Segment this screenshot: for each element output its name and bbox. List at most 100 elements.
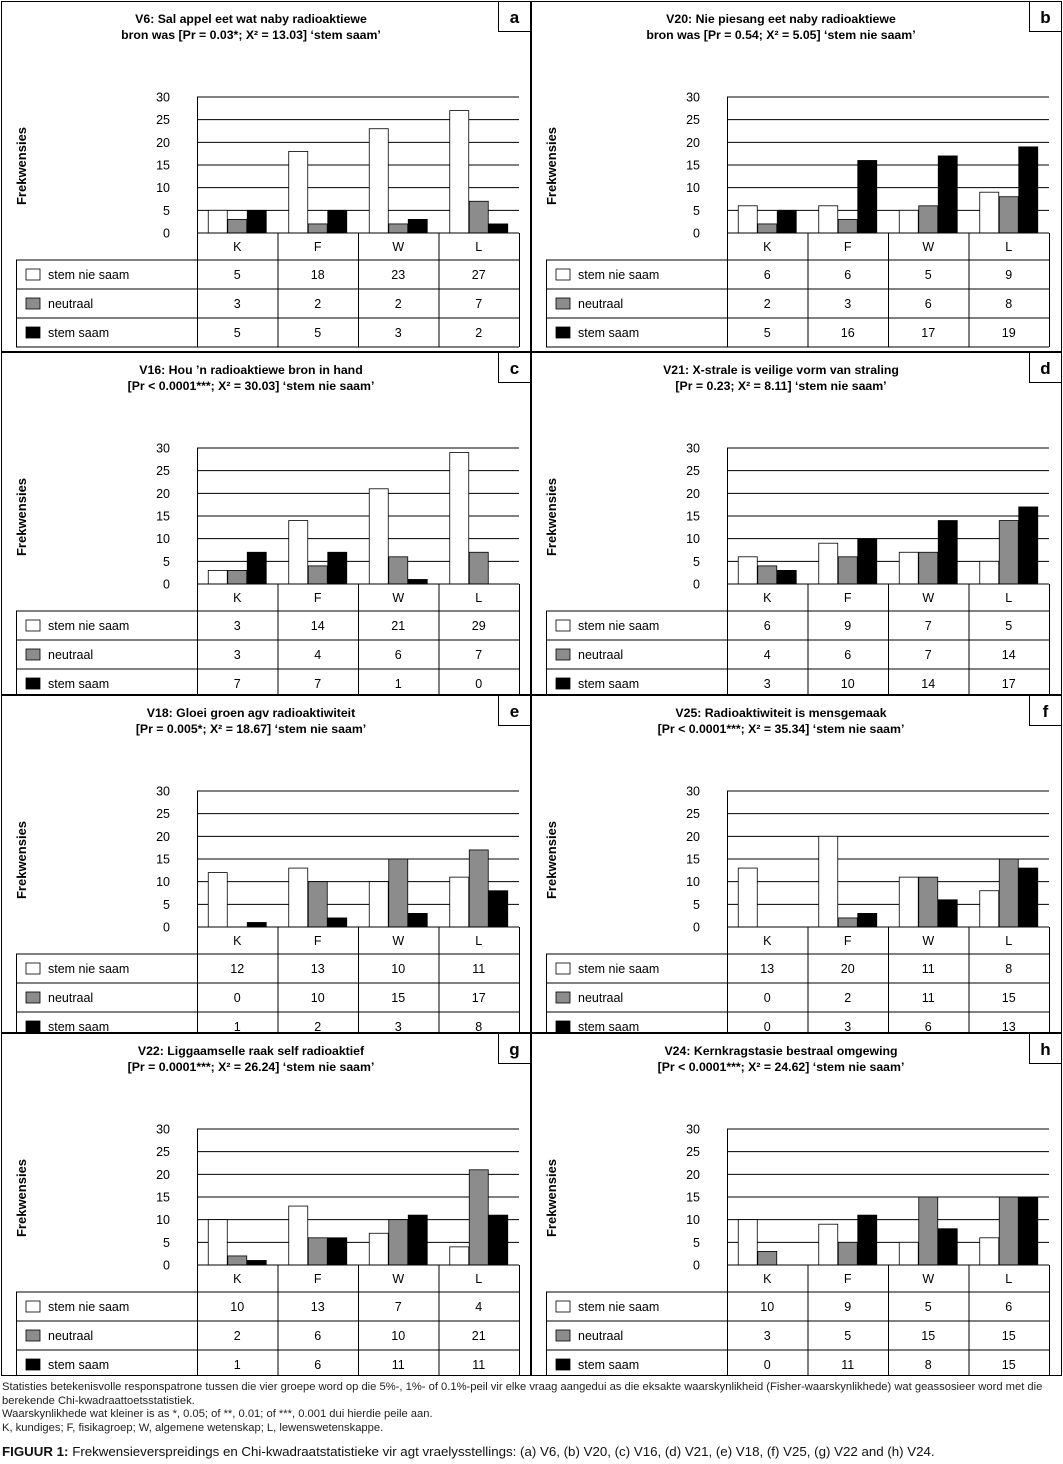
legend-label: stem nie saam <box>48 619 129 633</box>
legend-swatch <box>25 326 41 339</box>
y-tick-label: 0 <box>163 921 170 935</box>
chart-title-line-2: [Pr = 0.23; Χ² = 8.11] ‘stem nie saam’ <box>675 379 886 393</box>
panel-frame <box>531 695 1062 1033</box>
bar-stem-nie-saam-L <box>979 560 1000 585</box>
panel-letter: f <box>1043 702 1049 721</box>
x-tick-label: F <box>844 1272 852 1286</box>
data-label: 4 <box>764 648 771 662</box>
x-tick-label: L <box>475 934 482 948</box>
data-label: 9 <box>844 1300 851 1314</box>
chart-title-line-2: bron was [Pr = 0.03*; Χ² = 13.03] ‘stem … <box>121 28 381 42</box>
bar-stem-saam-L <box>488 1214 509 1266</box>
data-label: 9 <box>844 619 851 633</box>
y-tick-label: 15 <box>686 1191 700 1205</box>
bar-stem-saam-L <box>488 890 509 928</box>
y-axis-label: Frekwensies <box>14 1159 29 1237</box>
y-tick-label: 20 <box>686 487 700 501</box>
y-tick-label: 20 <box>156 136 170 150</box>
bar-neutraal-L <box>468 200 489 234</box>
bar-neutraal-W <box>388 1219 409 1266</box>
data-label: 6 <box>925 1020 932 1034</box>
data-label: 7 <box>475 297 482 311</box>
bar-neutraal-L <box>998 1196 1019 1266</box>
data-label: 6 <box>844 648 851 662</box>
bar-stem-nie-saam-F <box>288 150 309 234</box>
data-label: 11 <box>472 1358 485 1372</box>
x-tick-label: W <box>922 1272 934 1286</box>
legend-swatch <box>555 677 571 690</box>
bar-stem-saam-K <box>246 1260 267 1266</box>
bar-stem-saam-K <box>246 209 267 234</box>
bar-stem-saam-K <box>776 209 797 234</box>
legend-label: stem nie saam <box>48 268 129 282</box>
bar-stem-nie-saam-F <box>818 835 839 928</box>
panel-letter-box <box>498 695 531 726</box>
bar-stem-nie-saam-W <box>368 488 389 585</box>
bar-stem-saam-F <box>327 917 348 928</box>
y-tick-label: 5 <box>163 1236 170 1250</box>
data-label: 12 <box>230 962 244 976</box>
y-axis-label: Frekwensies <box>544 478 559 556</box>
x-tick-label: K <box>233 591 242 605</box>
panel-letter: b <box>1040 8 1050 27</box>
bar-stem-nie-saam-W <box>368 881 389 928</box>
chart-title-line-2: bron was [Pr = 0.54; Χ² = 5.05] ‘stem ni… <box>646 28 915 42</box>
legend-label: stem nie saam <box>578 619 659 633</box>
chart-panel-g: g V22: Liggaamselle raak self radioaktief… <box>1 1033 531 1376</box>
x-tick-label: K <box>763 591 772 605</box>
y-tick-label: 20 <box>686 1168 700 1182</box>
legend-swatch <box>555 1300 571 1313</box>
bar-stem-nie-saam-F <box>818 1223 839 1266</box>
y-tick-label: 25 <box>156 1145 170 1159</box>
panel-frame <box>1 352 531 695</box>
chart-title-line-2: [Pr < 0.0001***; Χ² = 24.62] ‘stem nie s… <box>658 1060 905 1074</box>
legend-label: stem nie saam <box>578 1300 659 1314</box>
data-label: 2 <box>475 326 482 340</box>
data-label: 8 <box>1005 297 1012 311</box>
data-label: 17 <box>921 326 935 340</box>
y-tick-label: 15 <box>686 853 700 867</box>
chart-panel-e: e V18: Gloei groen agv radioaktiwiteit [Pr… <box>1 695 531 1042</box>
bar-stem-saam-W <box>407 1214 428 1266</box>
y-tick-label: 5 <box>163 555 170 569</box>
bar-neutraal-F <box>837 218 858 234</box>
y-tick-label: 20 <box>686 136 700 150</box>
bar-neutraal-K <box>757 565 778 585</box>
data-label: 1 <box>234 1020 241 1034</box>
data-label: 5 <box>234 326 241 340</box>
legend-swatch <box>25 991 41 1004</box>
bar-stem-nie-saam-W <box>898 876 919 928</box>
data-label: 4 <box>314 648 321 662</box>
panel-letter-box <box>498 352 531 383</box>
panel-letter: c <box>510 359 519 378</box>
y-tick-label: 15 <box>156 510 170 524</box>
y-tick-label: 0 <box>693 227 700 241</box>
bar-neutraal-L <box>468 849 489 928</box>
data-label: 0 <box>475 677 482 691</box>
panel-letter-box <box>1029 695 1062 726</box>
data-label: 14 <box>311 619 325 633</box>
panel-letter-box <box>1029 352 1062 383</box>
chart-title-line-2: [Pr < 0.0001***; Χ² = 30.03] ‘stem nie s… <box>128 379 375 393</box>
x-tick-label: F <box>844 240 852 254</box>
footnote-probability: Waarskynlikhede wat kleiner is as *, 0.0… <box>2 1408 433 1421</box>
data-label: 3 <box>764 677 771 691</box>
bar-stem-nie-saam-W <box>368 1232 389 1266</box>
bar-neutraal-K <box>757 1251 778 1266</box>
data-label: 5 <box>764 326 771 340</box>
y-tick-label: 5 <box>693 204 700 218</box>
bar-stem-saam-W <box>937 899 958 928</box>
bar-stem-nie-saam-W <box>898 551 919 585</box>
bar-neutraal-F <box>307 223 328 234</box>
y-tick-label: 5 <box>163 898 170 912</box>
x-tick-label: W <box>392 240 404 254</box>
data-label: 15 <box>1002 1329 1016 1343</box>
legend-label: stem saam <box>48 1358 109 1372</box>
legend-label: stem saam <box>578 677 639 691</box>
panel-frame <box>1 1 531 352</box>
bar-neutraal-F <box>307 565 328 585</box>
legend-swatch <box>555 268 571 281</box>
data-label: 6 <box>395 648 402 662</box>
y-tick-label: 25 <box>686 464 700 478</box>
bar-neutraal-K <box>757 223 778 234</box>
